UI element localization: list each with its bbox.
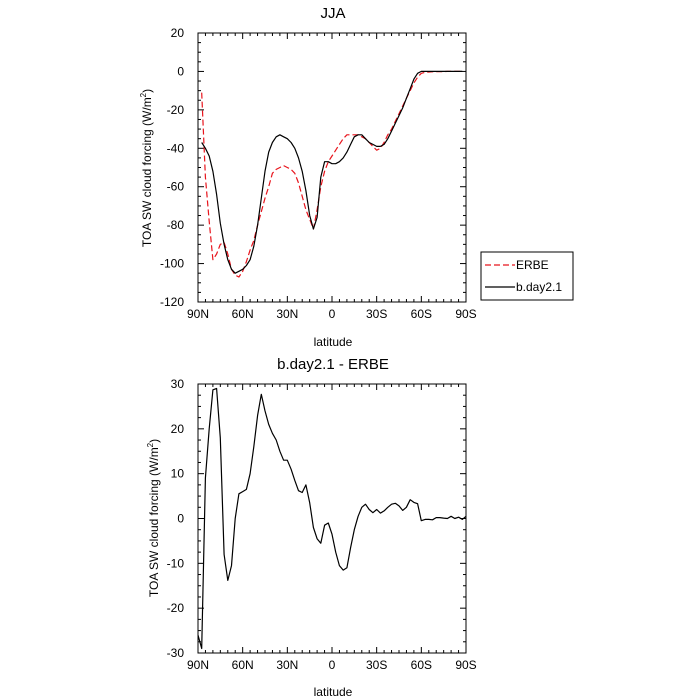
top-x-tick-label: 90N <box>187 307 209 321</box>
legend-label-bday: b.day2.1 <box>516 280 562 294</box>
top-y-tick-label: -120 <box>160 295 184 309</box>
bottom-x-tick-label: 60S <box>411 658 432 672</box>
top-chart-title: JJA <box>320 5 345 22</box>
top-y-axis-label-sup: 2 <box>139 92 148 97</box>
bottom-x-tick-label: 0 <box>329 658 336 672</box>
bottom-x-tick-label: 90S <box>455 658 476 672</box>
top-y-tick-label: -60 <box>167 180 185 194</box>
legend-box <box>480 251 574 301</box>
bottom-series-difference-line <box>197 387 467 650</box>
legend: ERBE b.day2.1 <box>480 251 574 301</box>
bottom-y-axis-label: TOA SW cloud forcing (W/m2) <box>146 439 161 597</box>
bottom-y-tick-label: 30 <box>171 377 185 391</box>
top-series-erbe-line <box>201 70 463 278</box>
bottom-y-axis-label-sup: 2 <box>146 442 155 447</box>
top-y-tick-label: -40 <box>167 141 185 155</box>
top-series-b-day2-1-line <box>201 70 463 274</box>
top-y-tick-label: -80 <box>167 218 185 232</box>
bottom-x-axis-label: latitude <box>314 685 353 699</box>
top-x-tick-label: 30S <box>366 307 387 321</box>
bottom-x-tick-label: 30N <box>276 658 298 672</box>
bottom-chart-title: b.day2.1 - ERBE <box>277 356 389 373</box>
top-panel: JJA 90N 60N 30N 0 30S 60S 90S 20 0 -20 -40 -60 -80 -… <box>139 5 574 349</box>
bottom-panel: b.day2.1 - ERBE 90N 60N 30N 0 30S 60S 90S 3020… <box>146 356 477 699</box>
bottom-y-tick-label: -30 <box>167 646 185 660</box>
bottom-plot-frame <box>197 383 467 654</box>
top-x-tick-label: 90S <box>455 307 476 321</box>
top-x-tick-label: 30N <box>276 307 298 321</box>
bottom-y-tick-label: 10 <box>171 467 185 481</box>
top-x-tick-label: 0 <box>329 307 336 321</box>
top-x-tick-label: 60S <box>411 307 432 321</box>
bottom-x-tick-label: 60N <box>232 658 254 672</box>
bottom-y-tick-label: 0 <box>177 512 184 526</box>
top-x-tick-label: 60N <box>232 307 254 321</box>
top-y-axis-label: TOA SW cloud forcing (W/m2) <box>139 89 154 247</box>
bottom-x-tick-label: 30S <box>366 658 387 672</box>
top-plot-frame <box>197 32 467 303</box>
bottom-y-tick-label: 20 <box>171 422 185 436</box>
bottom-y-tick-label: -10 <box>167 556 185 570</box>
top-y-tick-label: -100 <box>160 257 184 271</box>
legend-label-erbe: ERBE <box>516 258 549 272</box>
top-y-tick-label: 20 <box>171 26 185 40</box>
bottom-y-tick-label: -20 <box>167 601 185 615</box>
top-y-tick-label: -20 <box>167 103 185 117</box>
top-x-axis-label: latitude <box>314 335 353 349</box>
top-y-tick-label: 0 <box>177 64 184 78</box>
bottom-x-tick-label: 90N <box>187 658 209 672</box>
